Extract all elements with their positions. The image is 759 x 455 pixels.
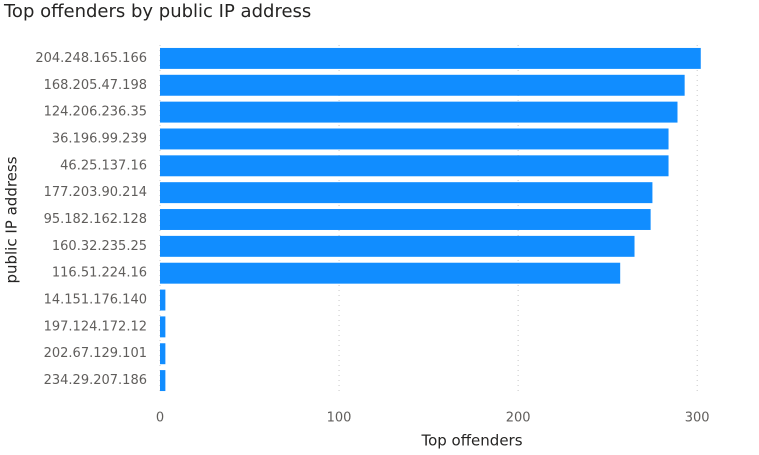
bar (160, 235, 635, 257)
y-tick-label: 46.25.137.16 (60, 158, 147, 173)
x-axis-title: Top offenders (420, 432, 522, 450)
x-tick-label: 300 (685, 411, 710, 426)
x-tick-label: 0 (156, 411, 164, 426)
y-tick-label: 14.151.176.140 (44, 293, 147, 308)
y-tick-label: 36.196.99.239 (52, 131, 147, 146)
bar (160, 289, 166, 311)
bar (160, 74, 685, 96)
bar (160, 209, 651, 230)
bar (160, 47, 701, 69)
bar (160, 155, 669, 177)
bar (160, 182, 653, 204)
y-tick-label: 168.205.47.198 (44, 78, 147, 93)
y-axis-title: public IP address (3, 156, 21, 283)
y-tick-label: 177.203.90.214 (44, 185, 147, 200)
y-tick-label: 197.124.172.12 (44, 319, 147, 334)
x-tick-label: 100 (327, 411, 352, 426)
y-tick-label: 234.29.207.186 (44, 373, 147, 388)
bar (160, 101, 678, 123)
bar (160, 343, 166, 365)
bar (160, 128, 669, 150)
bar (160, 316, 166, 338)
chart-title: Top offenders by public IP address (3, 1, 311, 22)
bar (160, 370, 166, 392)
x-tick-label: 200 (506, 411, 531, 426)
y-tick-label: 95.182.162.128 (44, 212, 147, 227)
y-tick-label: 160.32.235.25 (52, 239, 147, 254)
y-tick-label: 124.206.236.35 (44, 105, 147, 120)
y-tick-label: 204.248.165.166 (35, 51, 147, 66)
bar (160, 262, 621, 284)
y-tick-label: 202.67.129.101 (44, 346, 147, 361)
y-tick-label: 116.51.224.16 (52, 266, 147, 281)
